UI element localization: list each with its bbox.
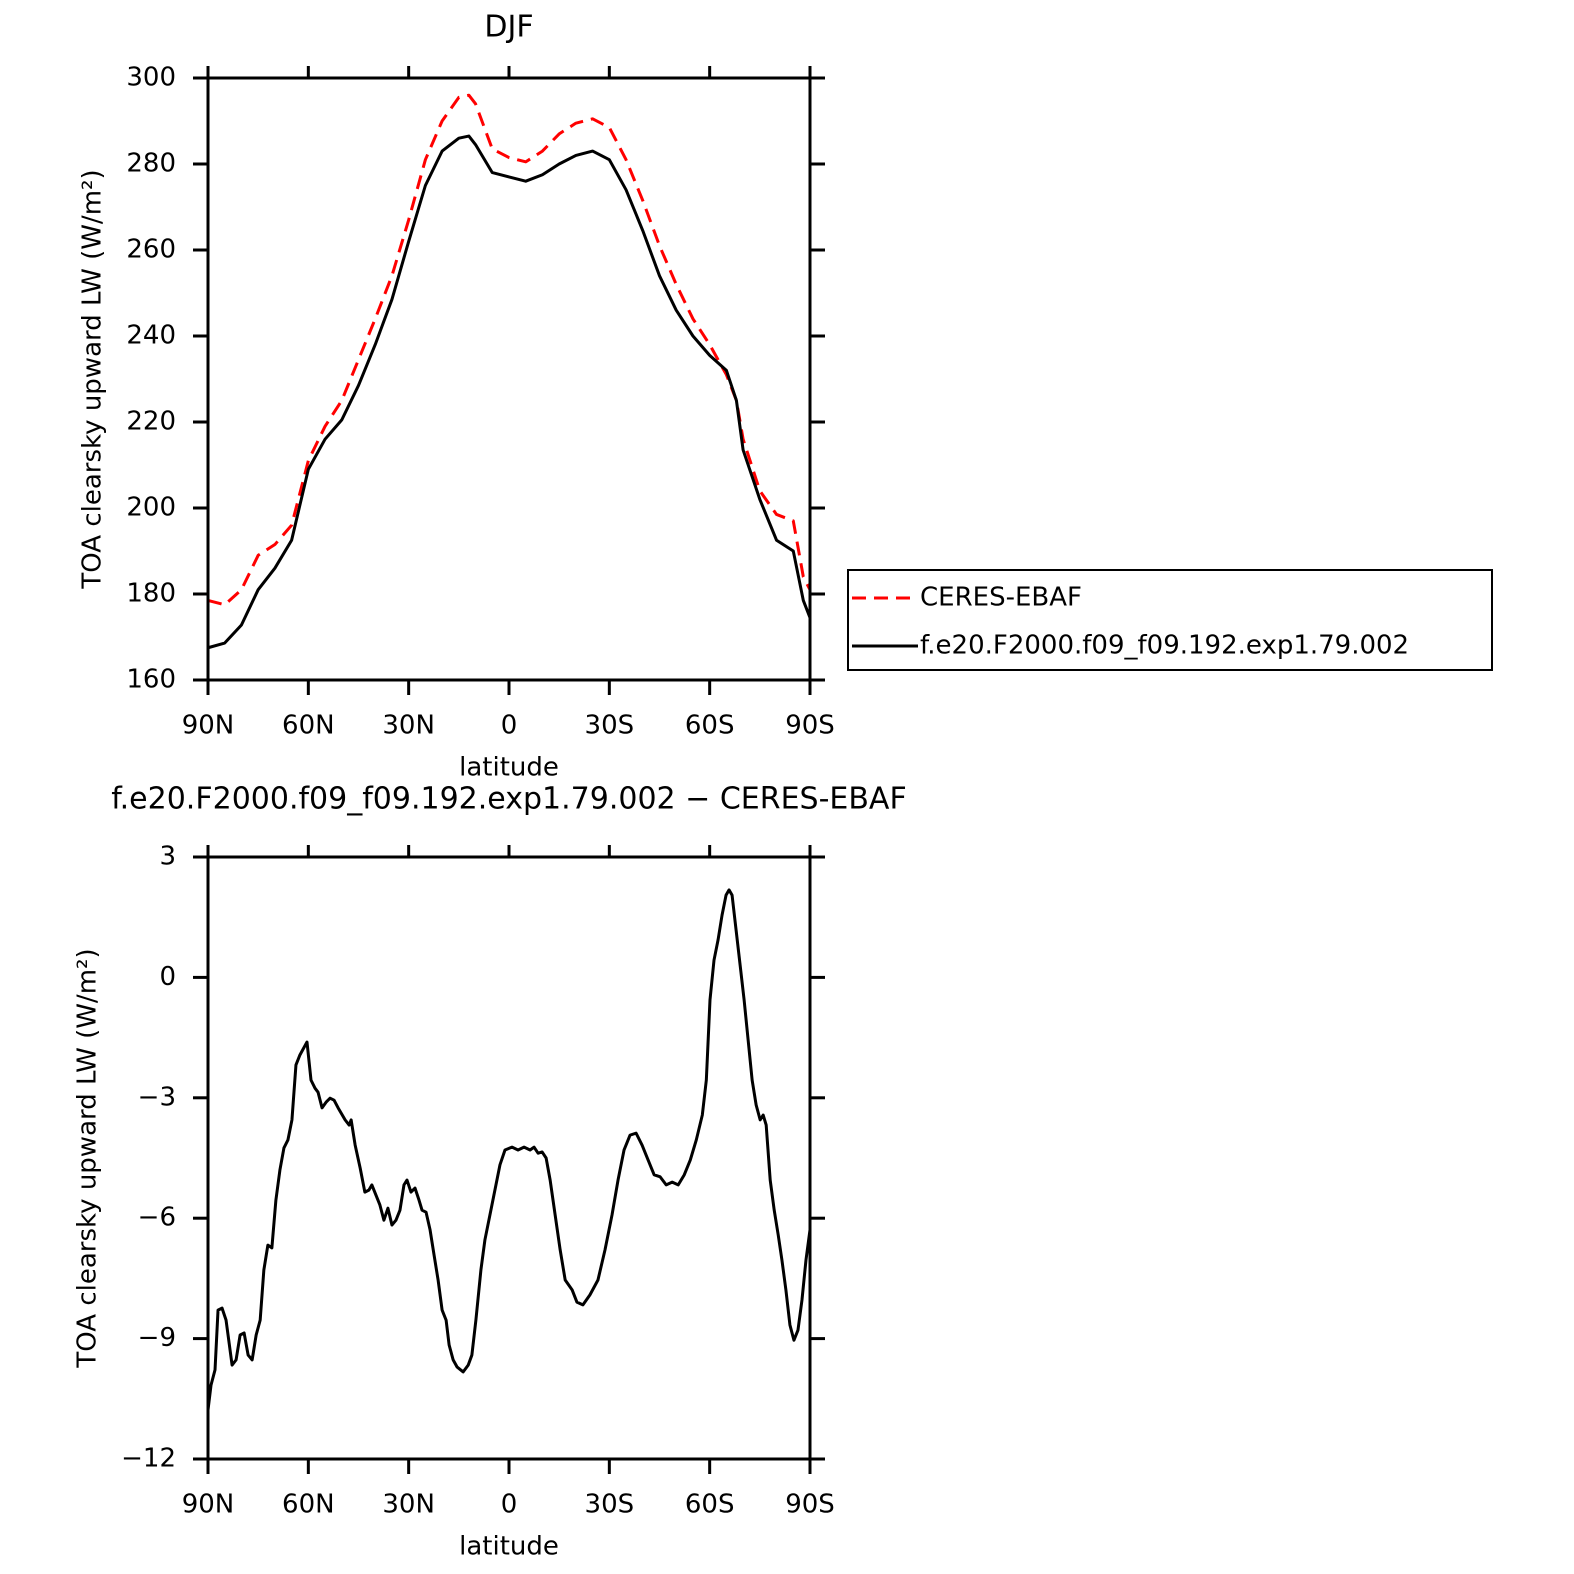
legend-box [847,569,1493,671]
y-tick-label: 240 [126,321,176,351]
y-axis-label: TOA clearsky upward LW (W/m²) [78,169,108,589]
y-tick-label: 220 [126,407,176,437]
y-tick-label: −9 [138,1323,176,1353]
x-tick-label: 90S [785,1490,835,1520]
y-tick-label: 260 [126,235,176,265]
y-tick-label: 0 [159,962,176,992]
x-axis-label: latitude [459,753,559,783]
legend-label: f.e20.F2000.f09_f09.192.exp1.79.002 [920,631,1409,661]
y-tick-label: −6 [138,1203,176,1233]
y-tick-label: 200 [126,493,176,523]
data-line [207,134,812,650]
y-tick-label: 300 [126,63,176,93]
x-tick-label: 90S [785,711,835,741]
y-tick-label: −12 [121,1444,176,1474]
x-tick-label: 60S [685,1490,735,1520]
x-tick-label: 0 [501,711,518,741]
x-tick-label: 60N [282,1490,335,1520]
x-tick-label: 60N [282,711,335,741]
chart-title: DJF [484,10,533,45]
x-tick-label: 30S [585,711,635,741]
y-axis-label: TOA clearsky upward LW (W/m²) [73,948,103,1368]
y-tick-label: −3 [138,1082,176,1112]
plot-frame [206,855,812,1461]
x-tick-label: 30S [585,1490,635,1520]
data-line [207,93,812,607]
y-tick-label: 180 [126,579,176,609]
chart-title: f.e20.F2000.f09_f09.192.exp1.79.002 − CE… [111,782,906,817]
data-line [206,888,812,1411]
x-tick-label: 90N [182,711,235,741]
plot-frame [206,76,812,682]
y-tick-label: 160 [126,665,176,695]
legend-label: CERES-EBAF [920,583,1082,613]
x-tick-label: 60S [685,711,735,741]
x-axis-label: latitude [459,1532,559,1562]
x-tick-label: 90N [182,1490,235,1520]
x-tick-label: 0 [501,1490,518,1520]
y-tick-label: 280 [126,149,176,179]
y-tick-label: 3 [159,842,176,872]
x-tick-label: 30N [382,1490,435,1520]
x-tick-label: 30N [382,711,435,741]
